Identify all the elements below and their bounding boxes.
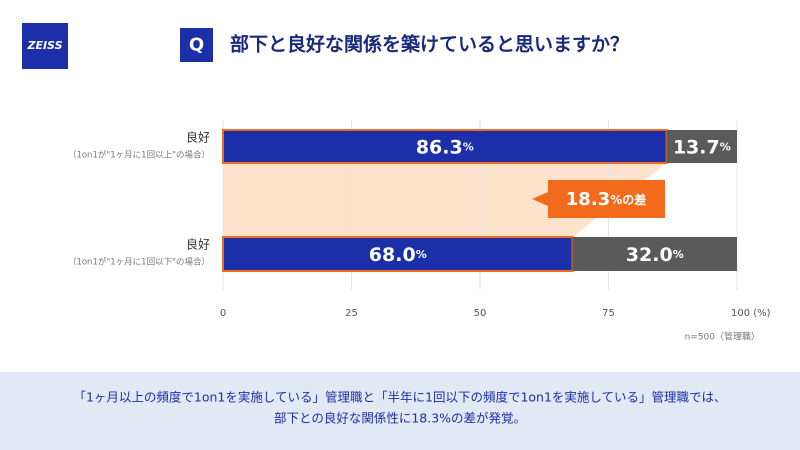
bar-segment bbox=[666, 130, 737, 163]
sample-note: n=500（管理職） bbox=[685, 331, 760, 343]
value-label: 68.0% bbox=[369, 244, 427, 266]
x-tick-label: 100 (%) bbox=[731, 308, 771, 319]
logo: ZEISS bbox=[26, 39, 62, 52]
category-note: （1on1が"1ヶ月に1回以上"の場合） bbox=[68, 150, 210, 161]
logo-box bbox=[22, 23, 68, 69]
annotation: 18.3%の差 bbox=[566, 189, 646, 210]
category-note: （1on1が"1ヶ月に1回以下"の場合） bbox=[68, 257, 210, 268]
plot: 0 25 50 75 100 (%) 良好 （1on1が"1ヶ月に1回以上"の場合） 86.3… bbox=[68, 120, 771, 343]
footer-line: 「1ヶ月以上の頻度で1on1を実施している」管理職と「半年に1回以下の頻度で1o… bbox=[73, 390, 726, 405]
x-tick-label: 25 bbox=[345, 308, 358, 319]
x-tick-label: 75 bbox=[602, 308, 615, 319]
x-tick-label: 0 bbox=[220, 308, 226, 319]
footer-line: 部下との良好な関係性に18.3%の差が発覚。 bbox=[274, 411, 526, 426]
value-label: 32.0% bbox=[626, 244, 684, 266]
bar-segment bbox=[222, 236, 574, 272]
callout bbox=[532, 180, 665, 218]
value-label: 13.7% bbox=[673, 136, 731, 158]
bar-segment bbox=[572, 237, 737, 271]
q-badge bbox=[180, 28, 213, 62]
category-label: 良好 bbox=[186, 237, 210, 252]
value-label: 86.3% bbox=[416, 136, 474, 158]
footer-band bbox=[0, 372, 800, 450]
q-badge-text: Q bbox=[189, 35, 204, 56]
category-label: 良好 bbox=[186, 130, 210, 145]
x-tick-label: 50 bbox=[474, 308, 487, 319]
title: 部下と良好な関係を築けていると思いますか？ bbox=[230, 33, 629, 56]
